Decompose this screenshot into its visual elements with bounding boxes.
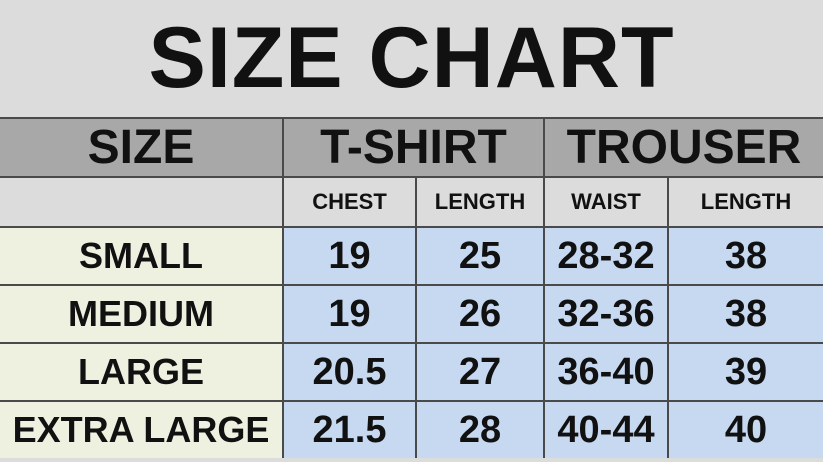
- subheader-waist: WAIST: [543, 176, 669, 227]
- cell-tlength: 25: [415, 226, 545, 286]
- cell-plength: 39: [667, 342, 823, 402]
- cell-waist: 32-36: [543, 284, 669, 344]
- header-row: SIZE T-SHIRT TROUSER: [0, 117, 823, 178]
- cell-plength: 40: [667, 400, 823, 458]
- cell-size: SMALL: [0, 226, 284, 286]
- cell-tlength: 27: [415, 342, 545, 402]
- size-chart-table: SIZE T-SHIRT TROUSER CHEST LENGTH WAIST …: [0, 117, 823, 458]
- cell-size: MEDIUM: [0, 284, 284, 344]
- table-row: LARGE 20.5 27 36-40 39: [0, 342, 823, 402]
- subheader-trouser-length: LENGTH: [667, 176, 823, 227]
- subheader-chest: CHEST: [282, 176, 417, 227]
- cell-plength: 38: [667, 284, 823, 344]
- cell-chest: 21.5: [282, 400, 417, 458]
- table-row: SMALL 19 25 28-32 38: [0, 226, 823, 286]
- cell-waist: 28-32: [543, 226, 669, 286]
- header-tshirt: T-SHIRT: [282, 117, 545, 178]
- cell-size: EXTRA LARGE: [0, 400, 284, 458]
- cell-chest: 19: [282, 284, 417, 344]
- table-row: MEDIUM 19 26 32-36 38: [0, 284, 823, 344]
- cell-tlength: 28: [415, 400, 545, 458]
- cell-waist: 36-40: [543, 342, 669, 402]
- cell-waist: 40-44: [543, 400, 669, 458]
- table-row: EXTRA LARGE 21.5 28 40-44 40: [0, 400, 823, 458]
- cell-chest: 19: [282, 226, 417, 286]
- cell-chest: 20.5: [282, 342, 417, 402]
- cell-plength: 38: [667, 226, 823, 286]
- page-title: SIZE CHART: [0, 0, 823, 117]
- subheader-tshirt-length: LENGTH: [415, 176, 545, 227]
- subheader-row: CHEST LENGTH WAIST LENGTH: [0, 176, 823, 227]
- cell-tlength: 26: [415, 284, 545, 344]
- subheader-empty: [0, 176, 284, 227]
- header-size: SIZE: [0, 117, 284, 178]
- cell-size: LARGE: [0, 342, 284, 402]
- header-trouser: TROUSER: [543, 117, 823, 178]
